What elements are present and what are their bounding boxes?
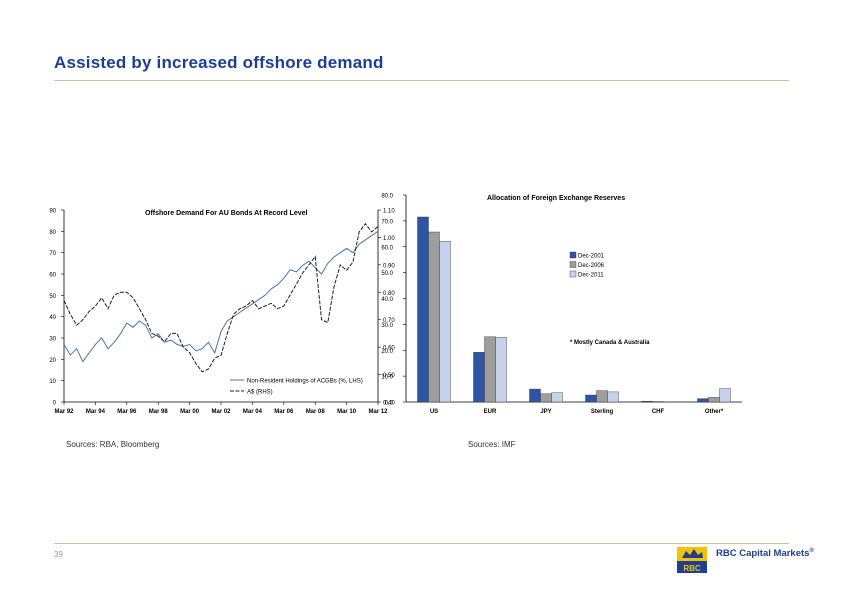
y-tick-label: 30.0: [381, 323, 393, 329]
x-tick-label: Mar 12: [368, 409, 388, 415]
x-tick-label: Mar 94: [86, 409, 106, 415]
legend-swatch: [569, 261, 577, 268]
left-y-tick-label: 40: [49, 315, 56, 321]
x-tick-label: Mar 04: [243, 409, 263, 415]
bar-other-dec-2001: [697, 398, 709, 403]
right-y-tick-label: 1.00: [383, 236, 395, 242]
rbc-lion-logo: RBC: [677, 547, 707, 573]
bar-chf-dec-2011: [663, 401, 675, 403]
logo-text: RBC: [683, 564, 701, 573]
series-line-nonresident-holdings: [63, 230, 379, 363]
x-tick-label: Mar 10: [337, 409, 357, 415]
bar-us-dec-2001: [417, 216, 429, 403]
x-tick-label: Mar 96: [117, 409, 137, 415]
bar-jpy-dec-2011: [551, 392, 563, 403]
bar-chf-dec-2006: [652, 401, 664, 403]
offshore-demand-chart: 0 10 20 30 40 50 60 70 80 90 0.40 0.50 0.60 0.70 0.80 0…: [49, 209, 395, 416]
bar-sterling-dec-2001: [585, 394, 597, 403]
fx-reserves-chart: 0.0 10.0 20.0 30.0 40.0 50.0 60.0 70.0 80.0 Alloc…: [381, 194, 742, 415]
bar-eur-dec-2001: [473, 352, 485, 403]
left-y-tick-label: 60: [49, 273, 56, 279]
right-chart-source: Sources: IMF: [468, 440, 516, 449]
x-tick-label: Mar 06: [274, 409, 294, 415]
right-y-tick-label: 0.70: [383, 318, 395, 324]
x-category-label: CHF: [652, 409, 665, 415]
brand-trademark: ®: [809, 548, 814, 554]
left-chart-source: Sources: RBA, Bloomberg: [66, 440, 160, 449]
bar-sterling-dec-2006: [596, 390, 608, 403]
left-y-tick-label: 50: [49, 294, 56, 300]
page-number: 39: [54, 550, 63, 559]
right-y-tick-label: 0.90: [383, 263, 395, 269]
x-category-label: JPY: [540, 409, 551, 415]
x-category-label: EUR: [484, 409, 497, 415]
left-y-tick-label: 70: [49, 251, 56, 257]
rbc-brand: RBC RBC Capital Markets®: [676, 544, 814, 580]
x-tick-label: Mar 00: [180, 409, 200, 415]
bar-us-dec-2011: [439, 241, 451, 403]
left-chart-title: Offshore Demand For AU Bonds At Record L…: [145, 210, 308, 217]
y-tick-label: 20.0: [381, 349, 393, 355]
bar-jpy-dec-2006: [540, 393, 552, 403]
left-y-tick-label: 0: [53, 401, 57, 407]
y-tick-label: 70.0: [381, 219, 393, 225]
left-y-tick-label: 30: [49, 337, 56, 343]
y-tick-label: 50.0: [381, 271, 393, 277]
footer-divider: [54, 543, 789, 544]
bar-eur-dec-2011: [495, 337, 507, 403]
bar-jpy-dec-2001: [529, 388, 541, 403]
page-title: Assisted by increased offshore demand: [54, 53, 384, 72]
bar-us-dec-2006: [428, 231, 440, 403]
bar-other-dec-2011: [719, 388, 731, 403]
y-tick-label: 60.0: [381, 245, 393, 251]
y-tick-label: 40.0: [381, 297, 393, 303]
brand-name: RBC Capital Markets®: [716, 548, 814, 559]
chart-footnote: * Mostly Canada & Australia: [570, 340, 650, 346]
left-y-tick-label: 20: [49, 358, 56, 364]
x-tick-label: Mar 98: [149, 409, 169, 415]
right-y-tick-label: 0.80: [383, 291, 395, 297]
x-category-label: Other*: [705, 409, 724, 415]
legend-label: Dec-2001: [578, 254, 605, 260]
left-y-tick-label: 90: [49, 209, 56, 215]
legend-label: Dec-2011: [578, 273, 604, 279]
right-y-tick-label: 0.60: [383, 346, 395, 352]
legend-swatch: [569, 251, 577, 259]
right-chart-title: Allocation of Foreign Exchange Reserves: [487, 195, 625, 202]
x-tick-label: Mar 08: [306, 409, 326, 415]
x-category-label: US: [430, 409, 438, 415]
legend-label: Non-Resident Holdings of ACGBs (%, LHS): [247, 379, 363, 385]
right-y-tick-label: 0.40: [383, 401, 395, 407]
x-category-label: Sterling: [591, 409, 614, 415]
y-tick-label: 80.0: [381, 194, 393, 200]
bar-eur-dec-2006: [484, 336, 496, 403]
legend-swatch: [569, 270, 577, 278]
y-tick-label: 10.0: [381, 375, 393, 381]
left-y-tick-label: 80: [49, 230, 56, 236]
x-tick-label: Mar 92: [54, 409, 74, 415]
series-line-aud: [63, 222, 379, 373]
legend-label: A$ (RHS): [247, 390, 273, 396]
left-y-tick-label: 10: [49, 379, 56, 385]
brand-name-text: RBC Capital Markets: [716, 548, 810, 560]
bar-chf-dec-2001: [641, 401, 653, 403]
legend-label: Dec-2006: [578, 263, 605, 269]
bar-other-dec-2006: [708, 397, 720, 403]
y-tick-label: 0.0: [385, 401, 394, 407]
x-tick-label: Mar 02: [211, 409, 231, 415]
bar-sterling-dec-2011: [607, 391, 619, 403]
title-divider: [54, 80, 789, 81]
right-y-tick-label: 1.10: [383, 209, 395, 215]
right-y-tick-label: 0.50: [383, 373, 395, 379]
